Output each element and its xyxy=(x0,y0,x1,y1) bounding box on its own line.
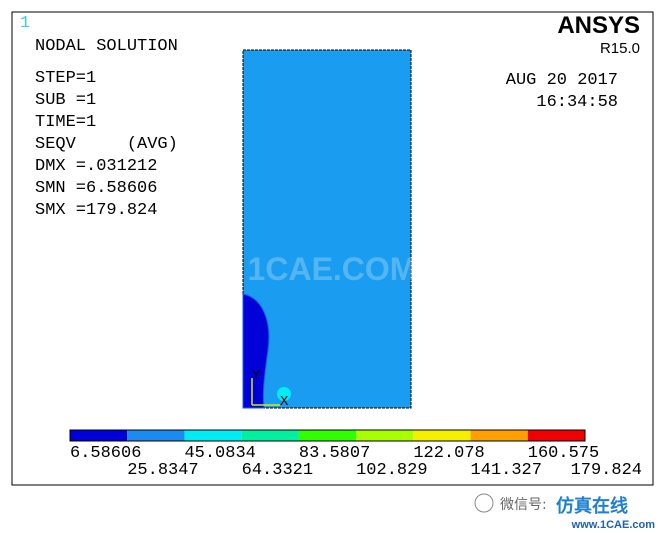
stress-region xyxy=(242,293,270,409)
legend-swatch xyxy=(298,430,357,441)
solution-title: NODAL SOLUTION xyxy=(35,37,178,56)
legend-swatch xyxy=(527,430,585,441)
legend-swatch xyxy=(184,430,242,441)
legend-label: 25.8347 xyxy=(127,461,198,480)
date: AUG 20 2017 xyxy=(506,71,618,90)
axis-label: Y xyxy=(252,368,261,384)
legend-label: 102.829 xyxy=(356,461,427,480)
legend-label: 83.5807 xyxy=(299,444,370,463)
site-name: 仿真在线 xyxy=(556,495,628,517)
legend-swatch xyxy=(127,430,185,441)
site-url: www.1CAE.com xyxy=(571,519,656,531)
legend-swatch xyxy=(470,430,528,441)
info-line: SUB =1 xyxy=(35,91,96,110)
info-line: STEP=1 xyxy=(35,69,96,88)
info-line: DMX =.031212 xyxy=(35,157,157,176)
legend-label: 64.3321 xyxy=(242,461,313,480)
legend-swatch xyxy=(356,430,414,441)
legend-swatch xyxy=(70,430,128,441)
wechat-label: 微信号: xyxy=(500,497,547,513)
legend-swatch xyxy=(413,430,471,441)
version: R15.0 xyxy=(600,40,640,57)
brand: ANSYS xyxy=(557,12,640,39)
legend-label: 179.824 xyxy=(571,461,642,480)
info-line: TIME=1 xyxy=(35,113,96,132)
legend-label: 6.58606 xyxy=(70,444,141,463)
stress-spot xyxy=(277,387,291,401)
wechat-icon xyxy=(474,493,494,513)
legend-label: 141.327 xyxy=(471,461,542,480)
info-line: SEQV (AVG) xyxy=(35,135,178,154)
watermark: 1CAE.COM xyxy=(248,251,417,287)
legend-label: 45.0834 xyxy=(184,444,255,463)
info-line: SMX =179.824 xyxy=(35,201,157,220)
legend-label: 122.078 xyxy=(413,444,484,463)
legend-swatch xyxy=(241,430,299,441)
model xyxy=(242,49,412,409)
info-line: SMN =6.58606 xyxy=(35,179,157,198)
legend-label: 160.575 xyxy=(528,444,599,463)
legend-frame xyxy=(69,429,586,442)
legend: 6.5860625.834745.083464.332183.5807102.8… xyxy=(69,429,642,480)
window-number: 1 xyxy=(20,14,30,33)
axis-label: X xyxy=(280,394,289,410)
info-block: STEP=1 SUB =1 TIME=1 SEQV (AVG) DMX =.031212… xyxy=(35,69,178,220)
time: 16:34:58 xyxy=(536,93,618,112)
